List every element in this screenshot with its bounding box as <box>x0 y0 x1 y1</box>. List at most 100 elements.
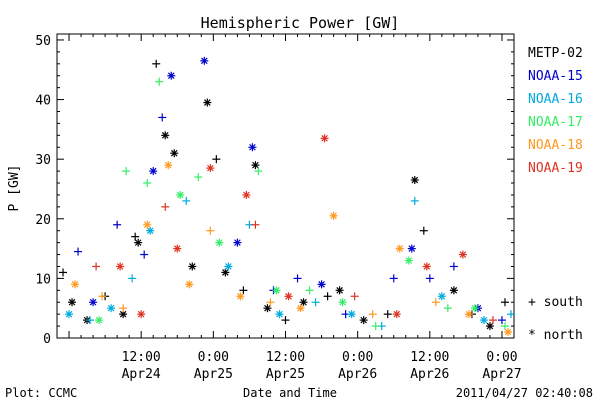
data-point-noaa-18 <box>503 328 512 337</box>
x-tick-label-date: Apr27 <box>482 367 521 382</box>
data-point-noaa-17 <box>500 322 509 331</box>
data-point-metp-02 <box>323 292 332 301</box>
x-tick-label-time: 0:00 <box>342 350 373 365</box>
data-point-noaa-18 <box>143 220 152 229</box>
data-point-noaa-18 <box>395 244 404 253</box>
footer-plot-credit: Plot: CCMC <box>5 386 77 400</box>
data-point-noaa-19 <box>137 310 146 319</box>
data-point-noaa-18 <box>185 280 194 289</box>
data-point-noaa-18 <box>236 292 245 301</box>
legend-entry-noaa-15: NOAA-15 <box>528 69 583 84</box>
data-point-noaa-15 <box>293 274 302 283</box>
data-point-noaa-16 <box>347 310 356 319</box>
data-point-noaa-17 <box>122 167 131 176</box>
data-point-noaa-17 <box>143 179 152 188</box>
data-point-metp-02 <box>59 268 68 277</box>
data-point-metp-02 <box>449 286 458 295</box>
data-point-noaa-17 <box>194 173 203 182</box>
data-point-noaa-16 <box>224 262 233 271</box>
data-point-metp-02 <box>410 176 419 185</box>
data-point-noaa-17 <box>155 77 164 86</box>
data-point-noaa-19 <box>320 134 329 143</box>
data-point-noaa-18 <box>164 161 173 170</box>
data-point-noaa-18 <box>119 304 128 313</box>
data-point-noaa-17 <box>470 304 479 313</box>
marker-legend-south: + south <box>528 295 583 310</box>
data-point-noaa-19 <box>206 164 215 173</box>
data-point-metp-02 <box>170 149 179 158</box>
data-point-noaa-16 <box>146 226 155 235</box>
data-point-metp-02 <box>359 316 368 325</box>
data-point-noaa-15 <box>248 143 257 152</box>
data-point-metp-02 <box>152 59 161 68</box>
data-point-noaa-15 <box>149 167 158 176</box>
data-point-noaa-18 <box>329 211 338 220</box>
data-point-metp-02 <box>500 298 509 307</box>
data-point-noaa-15 <box>449 262 458 271</box>
data-point-noaa-17 <box>95 316 104 325</box>
data-point-noaa-17 <box>215 238 224 247</box>
x-tick-label-date: Apr25 <box>266 367 305 382</box>
data-point-metp-02 <box>203 98 212 107</box>
data-point-noaa-17 <box>443 304 452 313</box>
x-axis-label: Date and Time <box>243 386 337 400</box>
data-point-noaa-19 <box>242 190 251 199</box>
data-point-noaa-18 <box>98 292 107 301</box>
data-point-noaa-17 <box>305 286 314 295</box>
data-point-noaa-15 <box>113 220 122 229</box>
data-point-noaa-15 <box>389 274 398 283</box>
data-point-noaa-15 <box>140 250 149 259</box>
y-tick-label: 30 <box>35 153 51 168</box>
data-point-noaa-18 <box>206 226 215 235</box>
data-point-noaa-16 <box>275 310 284 319</box>
data-point-metp-02 <box>383 310 392 319</box>
data-point-noaa-19 <box>488 316 497 325</box>
series-legend: METP-02 NOAA-15 NOAA-16 NOAA-17 NOAA-18 NOAA-… <box>528 46 583 176</box>
x-tick-label-time: 12:00 <box>410 350 449 365</box>
legend-entry-noaa-18: NOAA-18 <box>528 138 583 153</box>
legend-entry-metp-02: METP-02 <box>528 46 583 61</box>
x-tick-label-time: 0:00 <box>486 350 517 365</box>
data-point-noaa-16 <box>479 316 488 325</box>
data-point-noaa-17 <box>404 256 413 265</box>
x-tick-label-time: 0:00 <box>198 350 229 365</box>
data-point-metp-02 <box>335 286 344 295</box>
footer-timestamp: 2011/04/27 02:40:08 <box>456 386 593 400</box>
data-point-metp-02 <box>221 268 230 277</box>
data-point-noaa-16 <box>410 196 419 205</box>
data-point-noaa-17 <box>371 322 380 331</box>
data-point-metp-02 <box>188 262 197 271</box>
data-point-noaa-15 <box>200 56 209 65</box>
data-point-noaa-16 <box>128 274 137 283</box>
data-point-metp-02 <box>212 155 221 164</box>
data-points <box>59 56 515 337</box>
data-point-noaa-17 <box>176 190 185 199</box>
x-tick-label-date: Apr24 <box>122 367 161 382</box>
data-point-noaa-18 <box>266 298 275 307</box>
data-point-metp-02 <box>251 161 260 170</box>
data-point-noaa-17 <box>338 298 347 307</box>
data-point-metp-02 <box>134 238 143 247</box>
data-point-metp-02 <box>485 322 494 331</box>
data-point-metp-02 <box>161 131 170 140</box>
data-point-noaa-18 <box>71 280 80 289</box>
marker-legend-north: * north <box>528 328 583 343</box>
data-point-noaa-19 <box>173 244 182 253</box>
data-point-noaa-18 <box>296 304 305 313</box>
y-tick-label: 50 <box>35 34 51 49</box>
data-point-noaa-15 <box>167 71 176 80</box>
data-point-metp-02 <box>131 232 140 241</box>
data-point-metp-02 <box>263 304 272 313</box>
data-point-metp-02 <box>68 298 77 307</box>
data-point-metp-02 <box>281 316 290 325</box>
data-point-noaa-19 <box>116 262 125 271</box>
y-axis-label: P [GW] <box>7 165 22 212</box>
y-tick-label: 0 <box>43 332 51 347</box>
data-point-noaa-19 <box>458 250 467 259</box>
data-point-noaa-16 <box>65 310 74 319</box>
data-point-noaa-19 <box>284 292 293 301</box>
x-axis: 12:00 Apr24 0:00 Apr25 12:00 Apr25 0:00 Apr26 12… <box>56 34 522 382</box>
data-point-metp-02 <box>419 226 428 235</box>
data-point-noaa-15 <box>158 113 167 122</box>
